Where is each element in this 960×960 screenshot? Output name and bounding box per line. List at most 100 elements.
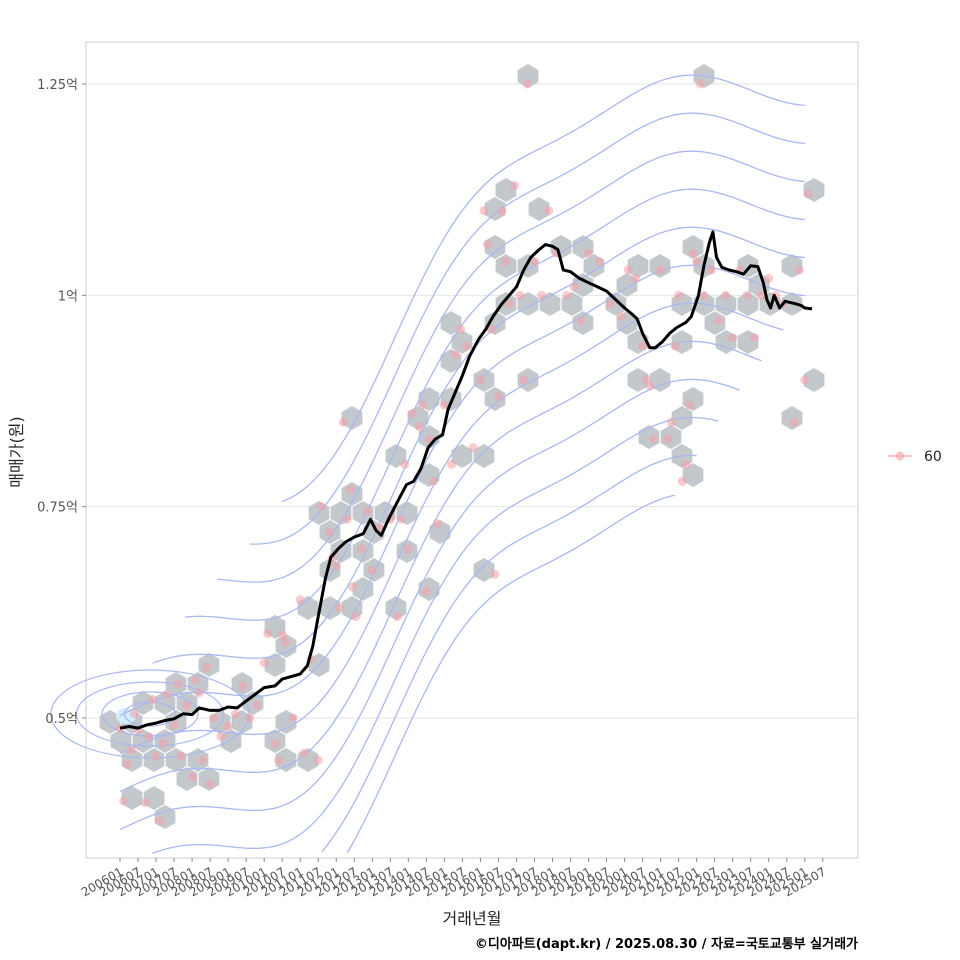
data-point	[576, 316, 586, 326]
data-point	[202, 662, 211, 672]
contour-line	[346, 494, 676, 854]
data-point	[288, 713, 298, 723]
data-point	[324, 527, 334, 537]
x-axis-ticks: 2006012006072007012007072008012008072009…	[79, 858, 828, 900]
hexbin-cell	[110, 729, 132, 753]
data-point	[155, 816, 165, 826]
data-point	[684, 400, 694, 410]
data-point	[681, 459, 691, 469]
data-point	[140, 798, 150, 808]
data-point	[115, 723, 125, 733]
data-point	[122, 759, 132, 769]
data-point	[209, 713, 219, 723]
data-point	[522, 79, 532, 89]
data-point	[562, 290, 572, 300]
data-point	[456, 324, 466, 334]
data-point	[252, 700, 262, 710]
legend-point-swatch	[895, 451, 905, 461]
data-point	[182, 700, 192, 710]
data-point	[623, 265, 633, 275]
hexbin-cell	[649, 368, 671, 392]
data-point	[594, 257, 604, 267]
data-point	[338, 417, 348, 427]
data-point	[407, 409, 417, 419]
hexbin-cell	[737, 292, 759, 316]
data-point	[666, 417, 676, 427]
data-point	[616, 311, 626, 321]
data-point	[648, 434, 658, 444]
data-point	[277, 630, 287, 640]
x-axis-title: 거래년월	[443, 909, 502, 928]
moving-average-line	[119, 230, 813, 730]
data-point	[393, 612, 403, 622]
data-point	[479, 206, 489, 216]
data-point	[432, 519, 442, 529]
hexbin-cell	[627, 368, 649, 392]
data-point	[187, 772, 197, 782]
data-point	[663, 434, 673, 444]
y-tick-label: 0.5억	[45, 712, 78, 727]
hexbin-cell	[682, 235, 704, 259]
contour-ring	[75, 681, 225, 747]
data-point	[504, 299, 514, 309]
hexbin-cell	[473, 444, 495, 468]
hexbin-cell	[99, 710, 121, 734]
data-point	[630, 273, 640, 283]
hexbin-cell	[682, 463, 704, 487]
y-tick-label: 0.75억	[37, 501, 78, 516]
data-point	[450, 350, 460, 360]
data-point	[126, 745, 136, 755]
data-point	[169, 720, 179, 730]
contour-line	[249, 112, 805, 545]
contour-line	[281, 74, 805, 503]
hexbin-cell	[627, 254, 649, 278]
data-point	[429, 476, 439, 486]
data-point	[713, 316, 723, 326]
data-point	[699, 290, 709, 300]
hexbin-cell	[275, 748, 297, 772]
hexbin-cell	[473, 558, 495, 582]
data-point	[418, 400, 428, 410]
data-point	[493, 392, 503, 402]
data-point	[158, 738, 168, 748]
y-tick-label: 1억	[58, 289, 78, 304]
data-point	[638, 341, 648, 351]
source-caption: ©디아파트(dapt.kr) / 2025.08.30 / 자료=국토교통부 실…	[475, 936, 858, 952]
contour-line	[119, 378, 741, 831]
contour-line	[119, 340, 762, 793]
contour-line	[184, 188, 805, 621]
data-point	[173, 679, 183, 689]
data-point	[468, 442, 478, 452]
data-point	[674, 290, 684, 300]
data-point	[515, 290, 525, 300]
data-point	[728, 333, 738, 343]
hexbin-cell	[484, 197, 506, 221]
hexbin-cell	[220, 729, 242, 753]
y-axis-ticks: 0.5억 0.75억 1억 1.25억	[37, 78, 86, 727]
data-point	[230, 709, 240, 719]
hexbin-cell	[264, 653, 286, 677]
data-point	[447, 459, 457, 469]
data-point	[129, 709, 139, 719]
data-point	[692, 257, 702, 267]
data-point	[605, 299, 615, 309]
data-point	[351, 612, 361, 622]
data-point	[688, 248, 698, 258]
data-point	[800, 375, 810, 385]
data-point	[194, 688, 204, 698]
data-point	[198, 755, 208, 765]
series-line	[119, 230, 813, 730]
hexbin-cell	[352, 577, 374, 601]
data-point	[245, 713, 255, 723]
data-point	[238, 681, 248, 691]
data-point	[144, 732, 154, 742]
data-point	[749, 333, 759, 343]
data-point	[356, 544, 366, 554]
data-point	[421, 586, 431, 596]
data-point	[656, 265, 666, 275]
data-point	[400, 459, 410, 469]
legend: 60	[888, 449, 942, 465]
data-point	[403, 544, 413, 554]
data-point	[317, 502, 327, 512]
data-point	[529, 257, 539, 267]
